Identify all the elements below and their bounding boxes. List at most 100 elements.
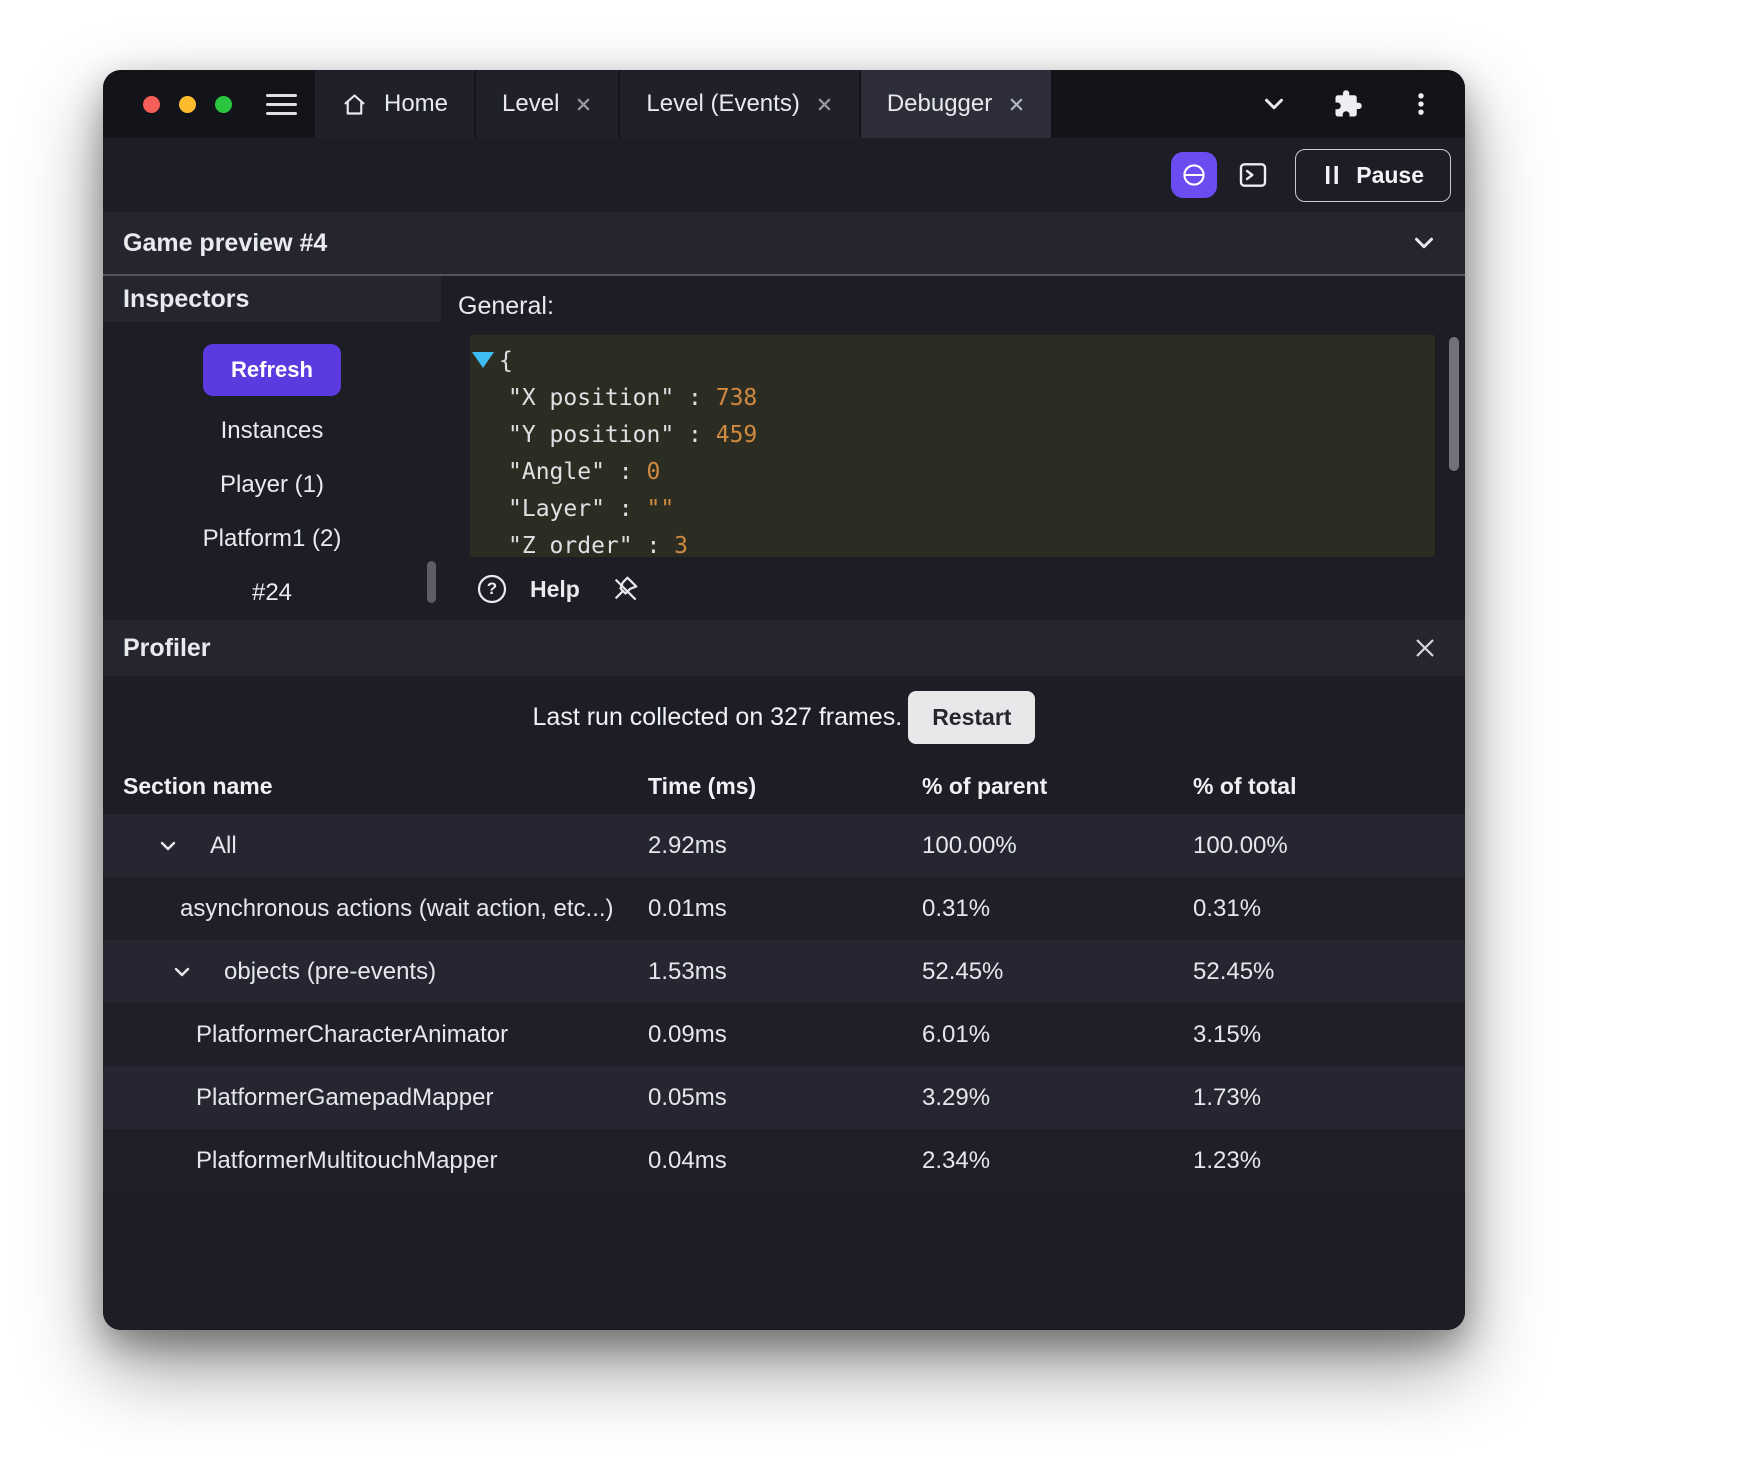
close-window-button[interactable] (143, 95, 160, 113)
menu-icon[interactable] (266, 70, 297, 138)
column-percent-total: % of total (1193, 773, 1297, 799)
minimize-window-button[interactable] (179, 95, 196, 113)
section-percent-total: 1.23% (1193, 1146, 1262, 1174)
section-name-cell: All (103, 832, 648, 860)
close-tab-icon[interactable] (575, 96, 592, 113)
tab-bar: Home Level Level (Events) Debugger (103, 70, 1465, 138)
section-time: 0.04ms (648, 1146, 727, 1174)
help-icon[interactable]: ? (476, 573, 508, 605)
help-glyph: ? (486, 579, 498, 598)
tab-label: Debugger (886, 90, 993, 117)
profiler-toggle-button[interactable] (1171, 152, 1218, 198)
json-properties: "X position" : 738 "Y position" : 459 "A… (470, 380, 1435, 557)
property-key: "Y position" (508, 422, 675, 448)
preview-title: Game preview #4 (123, 228, 328, 257)
profiler-title: Profiler (123, 633, 211, 662)
profiler-row[interactable]: PlatformerCharacterAnimator 0.09ms 6.01%… (103, 1003, 1465, 1066)
tab-level[interactable]: Level (476, 70, 619, 138)
inspectors-panel: Inspectors Refresh Instances Player (1) … (103, 276, 441, 620)
property-key: "Z order" (508, 533, 633, 557)
property-separator: : (674, 422, 716, 448)
tab-bar-actions (1259, 70, 1465, 138)
inspector-item[interactable]: #24 (251, 579, 293, 606)
tab-debugger[interactable]: Debugger (860, 70, 1052, 138)
tab-label: Level (502, 90, 560, 117)
section-time: 2.92ms (648, 831, 727, 859)
profiler-row[interactable]: PlatformerMultitouchMapper 0.04ms 2.34% … (103, 1129, 1465, 1192)
main-scrollbar[interactable] (1449, 337, 1459, 471)
debugger-toolbar: Pause (103, 138, 1465, 212)
close-tab-icon[interactable] (1008, 96, 1025, 113)
general-title: General: (458, 292, 554, 320)
property-value: 459 (715, 422, 758, 448)
property-value: 738 (715, 385, 758, 411)
section-name-cell: PlatformerGamepadMapper (103, 1084, 648, 1112)
collapse-triangle-icon[interactable] (472, 351, 494, 368)
window-controls (103, 70, 232, 138)
restart-button[interactable]: Restart (908, 691, 1036, 744)
property-value: 0 (646, 459, 661, 485)
profiler-header: Profiler (103, 620, 1465, 676)
profiler-row[interactable]: asynchronous actions (wait action, etc..… (103, 877, 1465, 940)
help-row: ? Help (476, 573, 1465, 605)
section-name-cell: PlatformerMultitouchMapper (103, 1147, 648, 1175)
inspectors-scrollbar[interactable] (427, 561, 436, 603)
refresh-button[interactable]: Refresh (203, 344, 341, 396)
section-name: PlatformerCharacterAnimator (196, 1020, 509, 1048)
tab-strip: Home Level Level (Events) Debugger (315, 70, 1052, 138)
section-name-cell: PlatformerCharacterAnimator (103, 1021, 648, 1049)
chevron-down-icon[interactable] (1259, 89, 1289, 119)
json-property-line[interactable]: "Z order" : 3 (470, 528, 1435, 557)
tab-level-events[interactable]: Level (Events) (620, 70, 859, 138)
pause-label: Pause (1356, 161, 1424, 188)
json-property-line[interactable]: "X position" : 738 (470, 380, 1435, 417)
section-percent-parent: 100.00% (922, 831, 1017, 859)
pause-button[interactable]: Pause (1295, 148, 1451, 202)
column-time: Time (ms) (648, 773, 757, 799)
section-name: asynchronous actions (wait action, etc..… (180, 894, 614, 922)
tab-home[interactable]: Home (315, 70, 475, 138)
json-property-line[interactable]: "Angle" : 0 (470, 454, 1435, 491)
inspectors-title: Inspectors (123, 284, 250, 313)
inspector-item[interactable]: Player (1) (219, 471, 325, 498)
column-percent-parent: % of parent (922, 773, 1048, 799)
section-name: PlatformerGamepadMapper (196, 1083, 494, 1111)
zoom-window-button[interactable] (215, 95, 232, 113)
inspectors-header: Inspectors (103, 276, 441, 322)
json-property-line[interactable]: "Y position" : 459 (470, 417, 1435, 454)
game-preview-header[interactable]: Game preview #4 (103, 212, 1465, 276)
section-percent-parent: 3.29% (922, 1083, 991, 1111)
inspector-item[interactable]: Instances (220, 417, 324, 444)
profiler-status-row: Last run collected on 327 frames. Restar… (103, 676, 1465, 759)
profiler-row[interactable]: PlatformerGamepadMapper 0.05ms 3.29% 1.7… (103, 1066, 1465, 1129)
profiler-body: Last run collected on 327 frames. Restar… (103, 676, 1465, 1330)
preview-collapse-chevron-icon[interactable] (1409, 228, 1439, 258)
expand-chevron-icon[interactable] (170, 960, 194, 984)
console-icon[interactable] (1237, 159, 1269, 191)
section-percent-parent: 6.01% (922, 1020, 991, 1048)
general-panel: General: { "X position" : 738 "Y positio… (441, 276, 1465, 620)
unpin-icon[interactable] (610, 574, 640, 604)
section-time: 0.05ms (648, 1083, 727, 1111)
expand-chevron-icon[interactable] (156, 834, 180, 858)
help-label[interactable]: Help (530, 575, 580, 602)
close-tab-icon[interactable] (816, 96, 833, 113)
close-profiler-icon[interactable] (1413, 636, 1437, 660)
section-percent-total: 1.73% (1193, 1083, 1262, 1111)
inspector-item[interactable]: Platform1 (2) (202, 525, 342, 552)
property-key: "Layer" (508, 496, 605, 522)
column-section-name: Section name (123, 773, 273, 799)
json-property-line[interactable]: "Layer" : "" (470, 491, 1435, 528)
section-percent-total: 0.31% (1193, 894, 1262, 922)
open-brace: { (499, 348, 513, 374)
debugger-content: Inspectors Refresh Instances Player (1) … (103, 276, 1465, 620)
more-options-icon[interactable] (1407, 90, 1435, 118)
section-name: PlatformerMultitouchMapper (196, 1146, 498, 1174)
property-separator: : (604, 496, 647, 522)
profiler-row[interactable]: objects (pre-events) 1.53ms 52.45% 52.45… (103, 940, 1465, 1003)
profiler-status-text: Last run collected on 327 frames. (532, 703, 903, 731)
extensions-icon[interactable] (1333, 89, 1363, 119)
profiler-row[interactable]: All 2.92ms 100.00% 100.00% (103, 814, 1465, 877)
json-root-line: { (470, 343, 1435, 380)
property-separator: : (632, 533, 675, 557)
